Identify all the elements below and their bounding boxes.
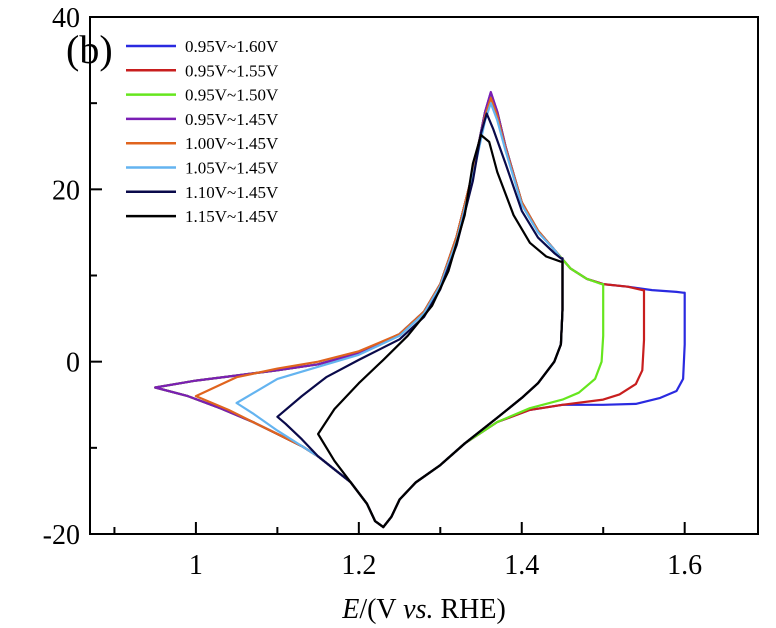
legend-label-3: 0.95V~1.50V [185,86,279,105]
legend-label-8: 1.15V~1.45V [185,207,279,226]
y-tick-label-4: 40 [52,3,80,34]
legend-label-5: 1.00V~1.45V [185,134,279,153]
series-line-6 [235,102,564,529]
y-tick-label-3: 20 [52,175,80,206]
legend-label-6: 1.05V~1.45V [185,159,279,178]
legend-label-2: 0.95V~1.55V [185,61,279,80]
axis-ticks [90,16,686,535]
legend-label-7: 1.10V~1.45V [185,183,279,202]
x-tick-label-2: 1.2 [341,550,376,581]
curves-group [154,90,686,529]
legend-label-1: 0.95V~1.60V [185,37,279,56]
x-tick-label-3: 1.4 [504,550,539,581]
axis-tick-labels: 1 1.2 1.4 1.6 -20 0 20 40 [43,3,703,581]
series-line-8 [317,133,564,529]
x-axis-title: E/(V vs. RHE) [341,594,506,625]
legend-label-4: 0.95V~1.45V [185,110,279,129]
x-tick-label-1: 1 [189,550,203,581]
series-line-4 [154,90,564,529]
x-tick-label-4: 1.6 [667,550,702,581]
panel-label: (b) [66,27,113,72]
legend: 0.95V~1.60V 0.95V~1.55V 0.95V~1.50V 0.95V~1… [126,37,279,226]
y-tick-label-1: -20 [43,520,80,551]
y-tick-label-2: 0 [66,348,80,379]
